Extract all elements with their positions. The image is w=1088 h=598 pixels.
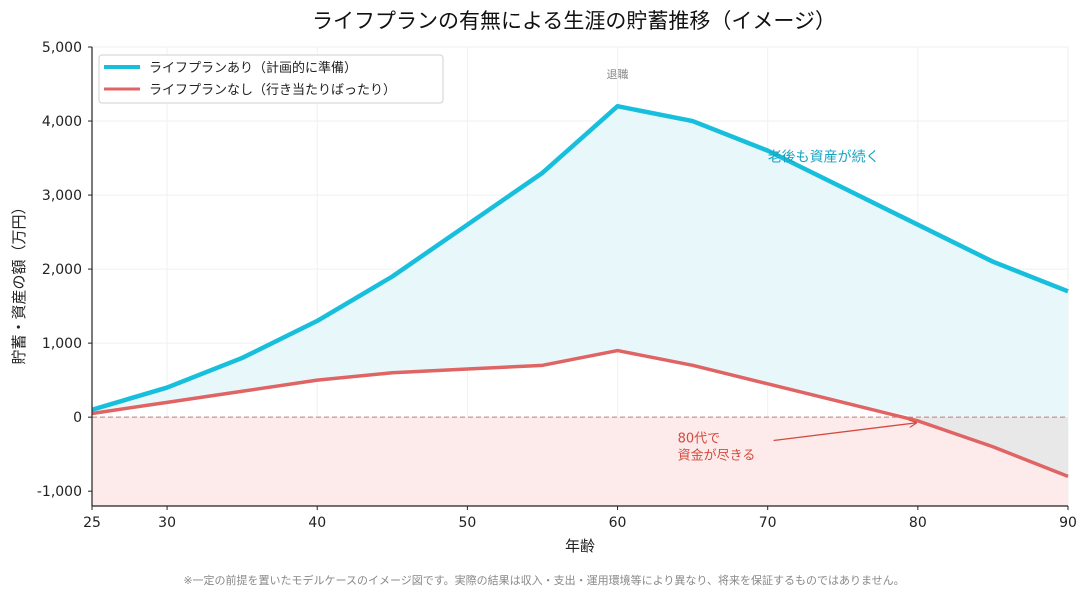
planned-gap-fill xyxy=(92,106,1068,418)
unplanned-annotation: 80代で 資金が尽きる xyxy=(678,423,916,463)
y-tick-label: 5,000 xyxy=(42,40,82,56)
negative-region xyxy=(92,417,1068,506)
axes xyxy=(88,46,1069,510)
x-tick-label: 80 xyxy=(909,515,927,531)
x-tick-label: 40 xyxy=(308,515,326,531)
y-axis-label: 貯蓄・資産の額（万円） xyxy=(10,199,28,364)
unplanned-arrow xyxy=(773,423,916,442)
tick-labels: 25 30 40 50 60 70 80 90 -1,000 0 1,000 2,000 3,000 4,… xyxy=(37,40,1077,531)
area-fills xyxy=(92,106,1068,506)
footnote: ※一定の前提を置いたモデルケースのイメージ図です。実際の結果は収入・支出・運用環… xyxy=(183,573,904,587)
x-tick-label: 60 xyxy=(609,515,627,531)
planned-annotation: 老後も資産が続く xyxy=(768,149,880,166)
retirement-annotation: 退職 xyxy=(607,68,629,81)
y-tick-label: 3,000 xyxy=(42,188,82,204)
y-tick-label: -1,000 xyxy=(37,484,82,500)
legend-box xyxy=(98,54,444,104)
series-line-unplanned xyxy=(91,348,1069,479)
series-line-planned xyxy=(91,103,1069,412)
unplanned-annotation-line1: 80代で xyxy=(678,431,721,446)
x-axis-label: 年齢 xyxy=(565,537,595,555)
y-tick-label: 1,000 xyxy=(42,336,82,352)
legend-label-planned: ライフプランあり（計画的に準備） xyxy=(149,60,357,76)
y-tick-label: 2,000 xyxy=(42,262,82,278)
legend-label-unplanned: ライフプランなし（行き当たりばったり） xyxy=(149,83,396,98)
x-tick-label: 25 xyxy=(83,515,101,531)
series-lines xyxy=(91,103,1069,479)
chart-title: ライフプランの有無による生涯の貯蓄推移（イメージ） xyxy=(312,9,836,33)
x-tick-label: 50 xyxy=(458,515,476,531)
y-tick-label: 0 xyxy=(73,410,82,426)
x-tick-label: 70 xyxy=(759,515,777,531)
x-tick-label: 30 xyxy=(158,515,176,531)
unplanned-annotation-line2: 資金が尽きる xyxy=(678,447,756,463)
legend: ライフプランあり（計画的に準備） ライフプランなし（行き当たりばったり） xyxy=(98,54,444,104)
x-tick-label: 90 xyxy=(1059,515,1077,531)
y-tick-label: 4,000 xyxy=(42,114,82,130)
depleted-fill xyxy=(902,417,1068,477)
